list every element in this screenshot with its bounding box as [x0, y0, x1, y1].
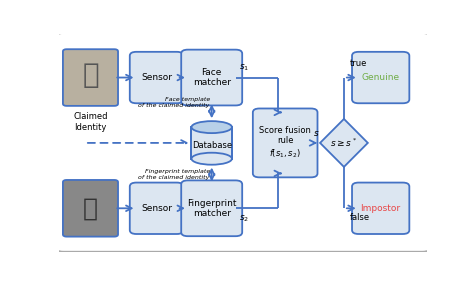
Text: Face
matcher: Face matcher: [193, 68, 231, 87]
Text: Database: Database: [191, 141, 232, 150]
FancyBboxPatch shape: [253, 108, 318, 177]
FancyBboxPatch shape: [130, 52, 183, 103]
Text: Genuine: Genuine: [362, 73, 400, 82]
Text: Fingerprint
matcher: Fingerprint matcher: [187, 199, 237, 218]
Ellipse shape: [191, 153, 232, 165]
FancyBboxPatch shape: [130, 183, 183, 234]
FancyBboxPatch shape: [55, 33, 431, 252]
Text: false: false: [349, 213, 370, 222]
FancyBboxPatch shape: [352, 183, 410, 234]
Ellipse shape: [191, 121, 232, 133]
Text: Face template
of the claimed identity: Face template of the claimed identity: [138, 97, 210, 108]
FancyBboxPatch shape: [181, 180, 242, 236]
Text: Sensor: Sensor: [141, 204, 172, 213]
FancyBboxPatch shape: [352, 52, 410, 103]
Text: true: true: [349, 59, 367, 68]
FancyBboxPatch shape: [181, 50, 242, 106]
Polygon shape: [320, 119, 368, 167]
Text: $s$: $s$: [313, 129, 319, 138]
Text: 👤: 👤: [82, 61, 99, 89]
Text: $s \geq s^*$: $s \geq s^*$: [330, 137, 357, 149]
Text: $s_2$: $s_2$: [239, 213, 249, 224]
Text: Claimed
Identity: Claimed Identity: [74, 112, 109, 132]
Text: 🖐: 🖐: [83, 196, 98, 220]
Text: $s_1$: $s_1$: [239, 63, 249, 73]
FancyBboxPatch shape: [63, 180, 118, 237]
Text: Impostor: Impostor: [361, 204, 401, 213]
Text: Fingerprint template
of the claimed identity: Fingerprint template of the claimed iden…: [138, 169, 210, 180]
FancyBboxPatch shape: [63, 49, 118, 106]
Bar: [191, 127, 232, 159]
Text: Score fusion
rule
$f(s_1,s_2)$: Score fusion rule $f(s_1,s_2)$: [259, 126, 311, 160]
Text: Sensor: Sensor: [141, 73, 172, 82]
